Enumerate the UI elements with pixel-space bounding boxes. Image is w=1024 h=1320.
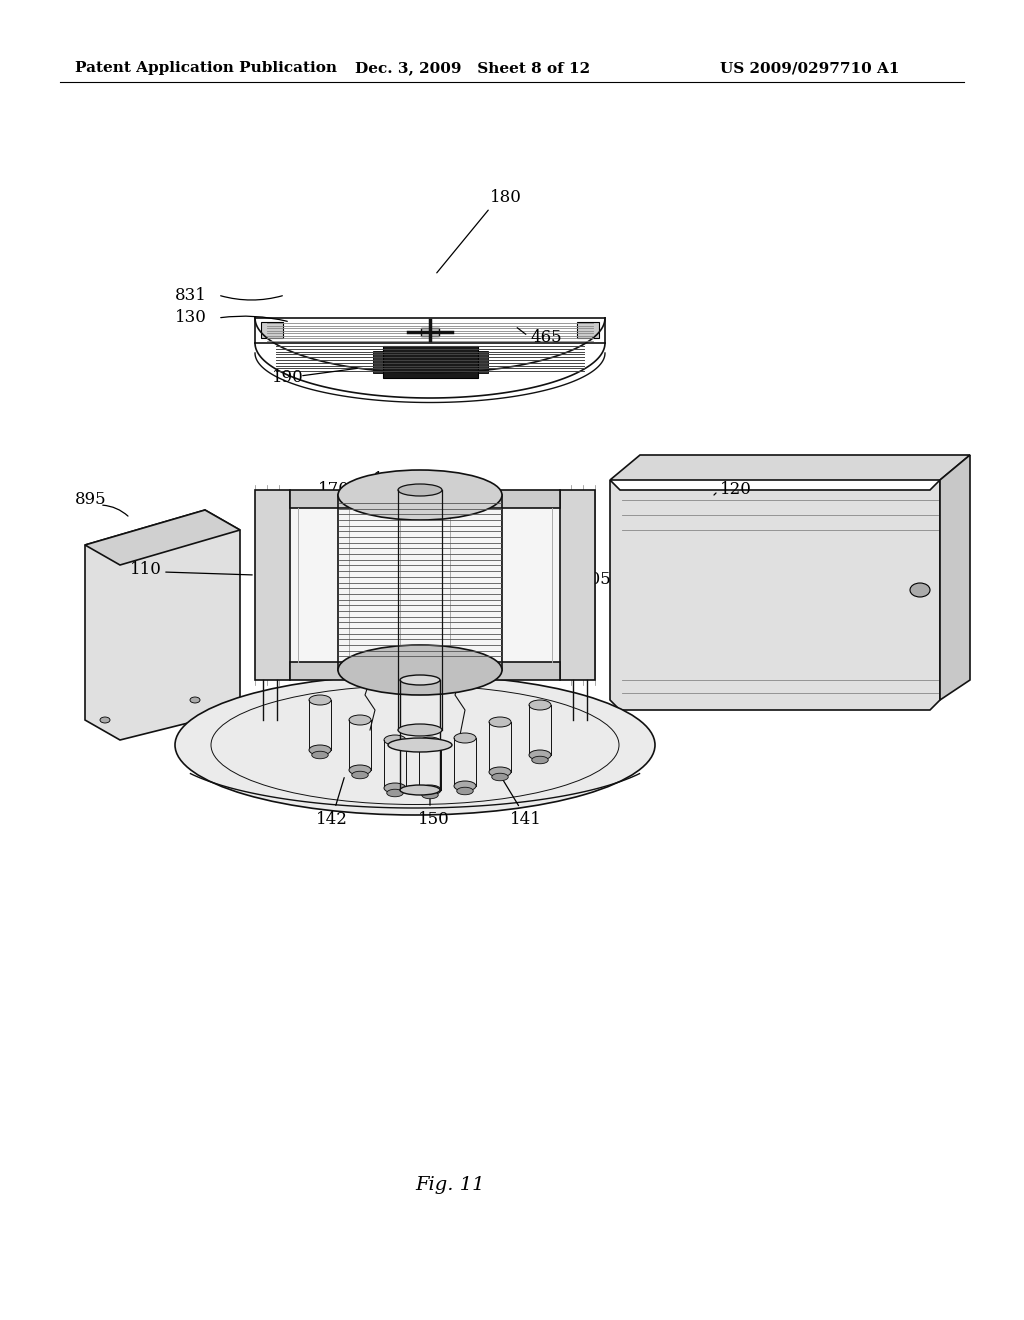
Ellipse shape	[387, 789, 403, 797]
Bar	[290, 490, 560, 508]
Ellipse shape	[422, 791, 438, 799]
Text: 190: 190	[272, 370, 304, 387]
Text: 142: 142	[316, 812, 348, 829]
Text: 465: 465	[530, 330, 561, 346]
Ellipse shape	[529, 750, 551, 760]
Polygon shape	[255, 490, 290, 680]
Polygon shape	[85, 510, 240, 741]
Polygon shape	[940, 455, 970, 700]
Text: Fig. 11: Fig. 11	[416, 1176, 484, 1195]
Ellipse shape	[100, 717, 110, 723]
Ellipse shape	[419, 785, 441, 795]
Ellipse shape	[175, 675, 655, 814]
Ellipse shape	[457, 787, 473, 795]
Ellipse shape	[454, 781, 476, 791]
Bar	[290, 663, 560, 680]
Bar	[421, 327, 439, 337]
Bar	[577, 322, 599, 338]
Ellipse shape	[398, 484, 442, 496]
Ellipse shape	[384, 735, 406, 744]
Text: 110: 110	[130, 561, 162, 578]
Text: 130: 130	[175, 309, 207, 326]
Text: 160: 160	[373, 471, 404, 488]
Ellipse shape	[384, 783, 406, 793]
Ellipse shape	[400, 675, 440, 685]
Bar	[373, 351, 383, 374]
Text: Dec. 3, 2009   Sheet 8 of 12: Dec. 3, 2009 Sheet 8 of 12	[355, 61, 590, 75]
Text: Patent Application Publication: Patent Application Publication	[75, 61, 337, 75]
Ellipse shape	[529, 700, 551, 710]
Text: 150: 150	[418, 812, 450, 829]
Ellipse shape	[492, 774, 508, 780]
Bar	[290, 508, 560, 663]
Ellipse shape	[531, 756, 548, 764]
Ellipse shape	[398, 723, 442, 737]
Text: 141: 141	[510, 812, 542, 829]
Ellipse shape	[338, 470, 502, 520]
Ellipse shape	[309, 696, 331, 705]
Ellipse shape	[352, 771, 369, 779]
Bar	[383, 346, 478, 378]
Polygon shape	[85, 510, 240, 565]
Ellipse shape	[190, 697, 200, 704]
Ellipse shape	[489, 767, 511, 777]
Text: 170: 170	[318, 482, 350, 499]
Ellipse shape	[388, 738, 452, 752]
Ellipse shape	[419, 737, 441, 747]
Text: 831: 831	[175, 286, 207, 304]
Polygon shape	[560, 490, 595, 680]
Ellipse shape	[349, 766, 371, 775]
Polygon shape	[610, 480, 940, 710]
Text: 120: 120	[720, 482, 752, 499]
Ellipse shape	[338, 645, 502, 696]
Ellipse shape	[309, 744, 331, 755]
Ellipse shape	[910, 583, 930, 597]
Ellipse shape	[454, 733, 476, 743]
Text: US 2009/0297710 A1: US 2009/0297710 A1	[720, 61, 899, 75]
Text: 180: 180	[490, 190, 522, 206]
Bar	[478, 351, 488, 374]
Ellipse shape	[489, 717, 511, 727]
Text: 895: 895	[75, 491, 106, 508]
Polygon shape	[610, 455, 970, 480]
Bar	[261, 322, 283, 338]
Ellipse shape	[311, 751, 329, 759]
Ellipse shape	[400, 785, 440, 795]
Ellipse shape	[349, 715, 371, 725]
Text: 805: 805	[580, 572, 611, 589]
